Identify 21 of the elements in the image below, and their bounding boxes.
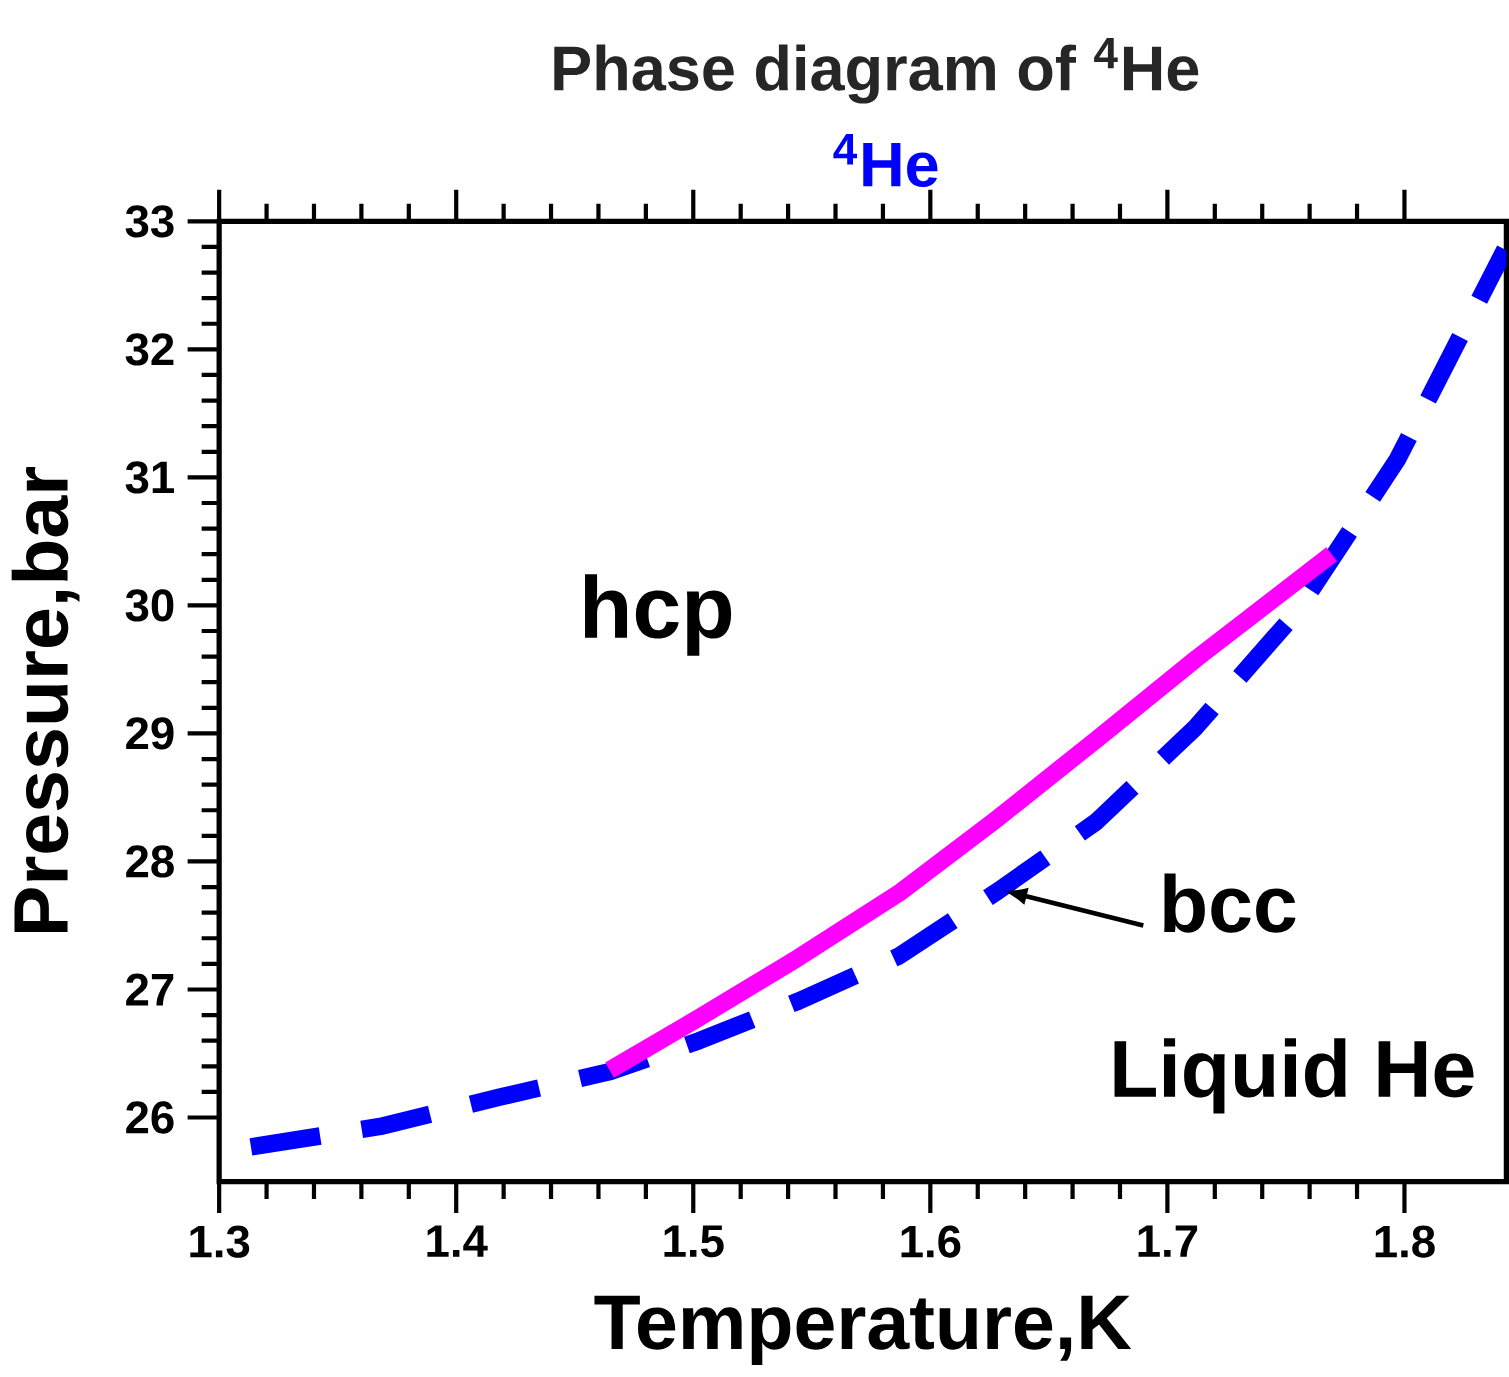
- y-tick-label: 28: [126, 845, 174, 878]
- x-tick-label: 1.6: [901, 1225, 961, 1258]
- chart-title: Phase diagram of $^{4}$He: [554, 38, 1199, 104]
- y-tick-label: 30: [125, 589, 174, 622]
- y-tick-label: 29: [126, 717, 174, 750]
- x-tick-label: 1.8: [1375, 1225, 1435, 1258]
- annotation: Liquid He: [1114, 1038, 1474, 1114]
- y-axis-title: Pressure,bar: [11, 467, 80, 933]
- x-tick-label: 1.3: [190, 1225, 250, 1258]
- annotation: bcc: [1164, 873, 1296, 933]
- y-tick-label: 27: [126, 973, 174, 1006]
- x-tick-label: 1.4: [427, 1225, 488, 1257]
- x-tick-label: 1.5: [664, 1225, 724, 1258]
- y-tick-label: 31: [125, 461, 174, 494]
- x-tick-label: 1.7: [1138, 1225, 1198, 1257]
- annotation: hcp: [585, 574, 732, 657]
- y-tick-label: 26: [126, 1101, 174, 1134]
- y-tick-label: 32: [125, 333, 174, 366]
- chart-subtitle: $^{4}$He: [833, 134, 938, 188]
- x-axis-title: Temperature,K: [594, 1296, 1132, 1366]
- y-tick-label: 33: [125, 205, 174, 238]
